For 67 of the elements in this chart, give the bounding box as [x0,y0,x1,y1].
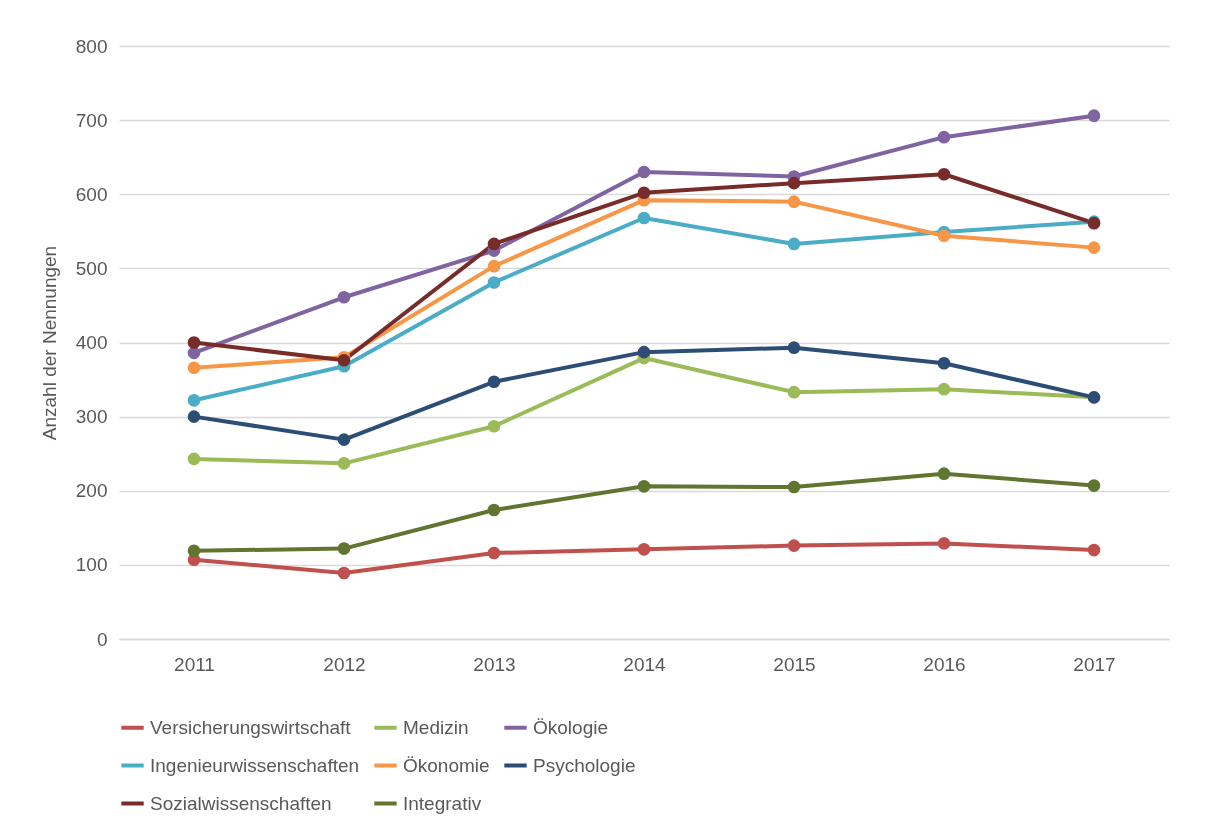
y-tick-label: 0 [96,628,108,650]
point [787,341,801,354]
point [187,361,201,375]
point [1087,241,1101,254]
point [937,467,951,481]
x-tick-label: 2016 [923,653,966,675]
y-tick-label: 600 [75,183,108,205]
point [937,229,951,243]
legend-label: Sozialwissenschaften [150,792,332,814]
point [637,165,651,179]
point [487,503,501,517]
legend-label: Ökonomie [403,754,490,776]
y-tick-label: 200 [75,480,108,502]
y-tick-label: 800 [75,35,108,57]
point [487,259,501,273]
x-tick-label: 2014 [623,653,667,675]
y-tick-label: 400 [75,332,108,353]
point [487,237,501,251]
x-tick-label: 2013 [473,653,516,675]
point [937,356,951,370]
point [787,539,801,552]
point [487,375,501,389]
y-tick-label: 500 [75,257,108,279]
point [637,211,651,225]
point [937,130,951,144]
point [637,345,651,359]
point [487,546,501,560]
y-tick-label: 700 [75,109,108,131]
point [787,480,801,494]
point [337,433,351,446]
point [337,457,351,470]
point [637,543,651,556]
point [937,167,951,181]
point [187,544,201,558]
legend-label: Ökologie [533,716,608,738]
x-tick-label: 2011 [174,653,215,675]
legend-label: Medizin [403,716,469,738]
legend-label: Ingenieurwissenschaften [150,754,360,776]
point [787,195,801,208]
point [787,385,801,399]
x-tick-label: 2015 [773,653,816,675]
point [1087,479,1101,492]
point [337,566,351,580]
legend-label: Versicherungswirtschaft [150,716,352,738]
point [637,479,651,493]
point [937,382,951,396]
point [787,237,801,251]
point [787,176,801,190]
y-tick-label: 300 [75,406,108,428]
x-tick-label: 2012 [323,653,366,675]
y-tick-label: 100 [75,554,108,576]
point [637,186,651,200]
legend-label: Integrativ [403,792,482,814]
point [187,410,201,423]
legend-label: Psychologie [533,754,636,776]
point [937,537,951,550]
point [187,394,201,407]
point [187,452,201,466]
point [337,290,351,304]
y-axis-title: Anzahl der Nennungen [38,245,60,441]
point [187,336,201,349]
x-tick-label: 2017 [1073,653,1116,675]
point [487,276,501,289]
point [337,542,351,555]
point [1087,109,1101,122]
point [1087,543,1101,557]
point [487,419,501,433]
